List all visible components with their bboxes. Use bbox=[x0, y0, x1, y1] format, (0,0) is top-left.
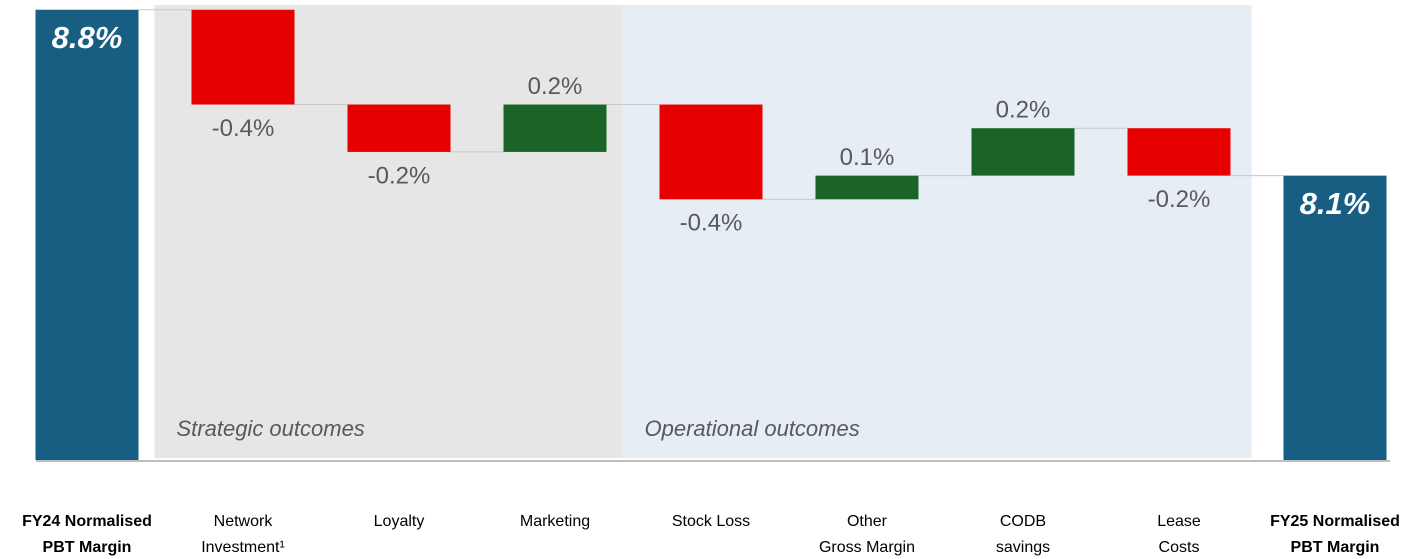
x-tick-line: PBT Margin bbox=[43, 539, 132, 556]
x-tick-label: Marketing bbox=[520, 513, 590, 530]
value-label: 0.1% bbox=[840, 144, 895, 171]
x-tick-line: CODB bbox=[1000, 513, 1046, 530]
bar bbox=[35, 9, 139, 460]
value-label: -0.2% bbox=[1148, 186, 1211, 213]
group-panel bbox=[622, 5, 1252, 458]
value-label: 8.1% bbox=[1300, 186, 1371, 221]
x-tick-label: Network Investment¹ bbox=[201, 513, 285, 556]
x-tick-label: FY24 Normalised PBT Margin bbox=[22, 513, 152, 556]
value-label: -0.4% bbox=[212, 115, 275, 142]
value-label: -0.4% bbox=[680, 210, 743, 237]
x-tick-label: CODB savings bbox=[996, 513, 1050, 556]
value-label: -0.2% bbox=[368, 162, 431, 189]
x-tick-label: Lease Costs bbox=[1157, 513, 1201, 556]
x-tick-line: FY24 Normalised bbox=[22, 513, 152, 530]
value-label: 0.2% bbox=[528, 73, 583, 100]
x-tick-line: Marketing bbox=[520, 513, 590, 530]
bar bbox=[1283, 175, 1387, 460]
x-tick-line: Costs bbox=[1159, 539, 1200, 556]
x-tick-line: Lease bbox=[1157, 513, 1201, 530]
x-tick-line: Investment¹ bbox=[201, 539, 285, 556]
group-label: Operational outcomes bbox=[645, 416, 860, 441]
x-tick-label: Other Gross Margin bbox=[819, 513, 915, 556]
x-tick-line: FY25 Normalised bbox=[1270, 513, 1400, 530]
bar bbox=[971, 128, 1075, 176]
x-tick-line: savings bbox=[996, 539, 1050, 556]
x-tick-line: Stock Loss bbox=[672, 513, 750, 530]
x-tick-line: Loyalty bbox=[374, 513, 425, 530]
x-tick-label: Loyalty bbox=[374, 513, 425, 530]
bar bbox=[503, 104, 607, 152]
bar bbox=[191, 9, 295, 105]
x-tick-label: FY25 Normalised PBT Margin bbox=[1270, 513, 1400, 556]
value-label: 0.2% bbox=[996, 97, 1051, 124]
value-label: 8.8% bbox=[52, 20, 123, 55]
x-tick-label: Stock Loss bbox=[672, 513, 750, 530]
bar bbox=[1127, 128, 1231, 176]
x-tick-line: Other bbox=[847, 513, 888, 530]
bar bbox=[659, 104, 763, 200]
bar bbox=[347, 104, 451, 152]
bar bbox=[815, 175, 919, 200]
x-tick-line: Network bbox=[214, 513, 274, 530]
x-tick-line: PBT Margin bbox=[1291, 539, 1380, 556]
group-label: Strategic outcomes bbox=[177, 416, 365, 441]
x-tick-line: Gross Margin bbox=[819, 539, 915, 556]
